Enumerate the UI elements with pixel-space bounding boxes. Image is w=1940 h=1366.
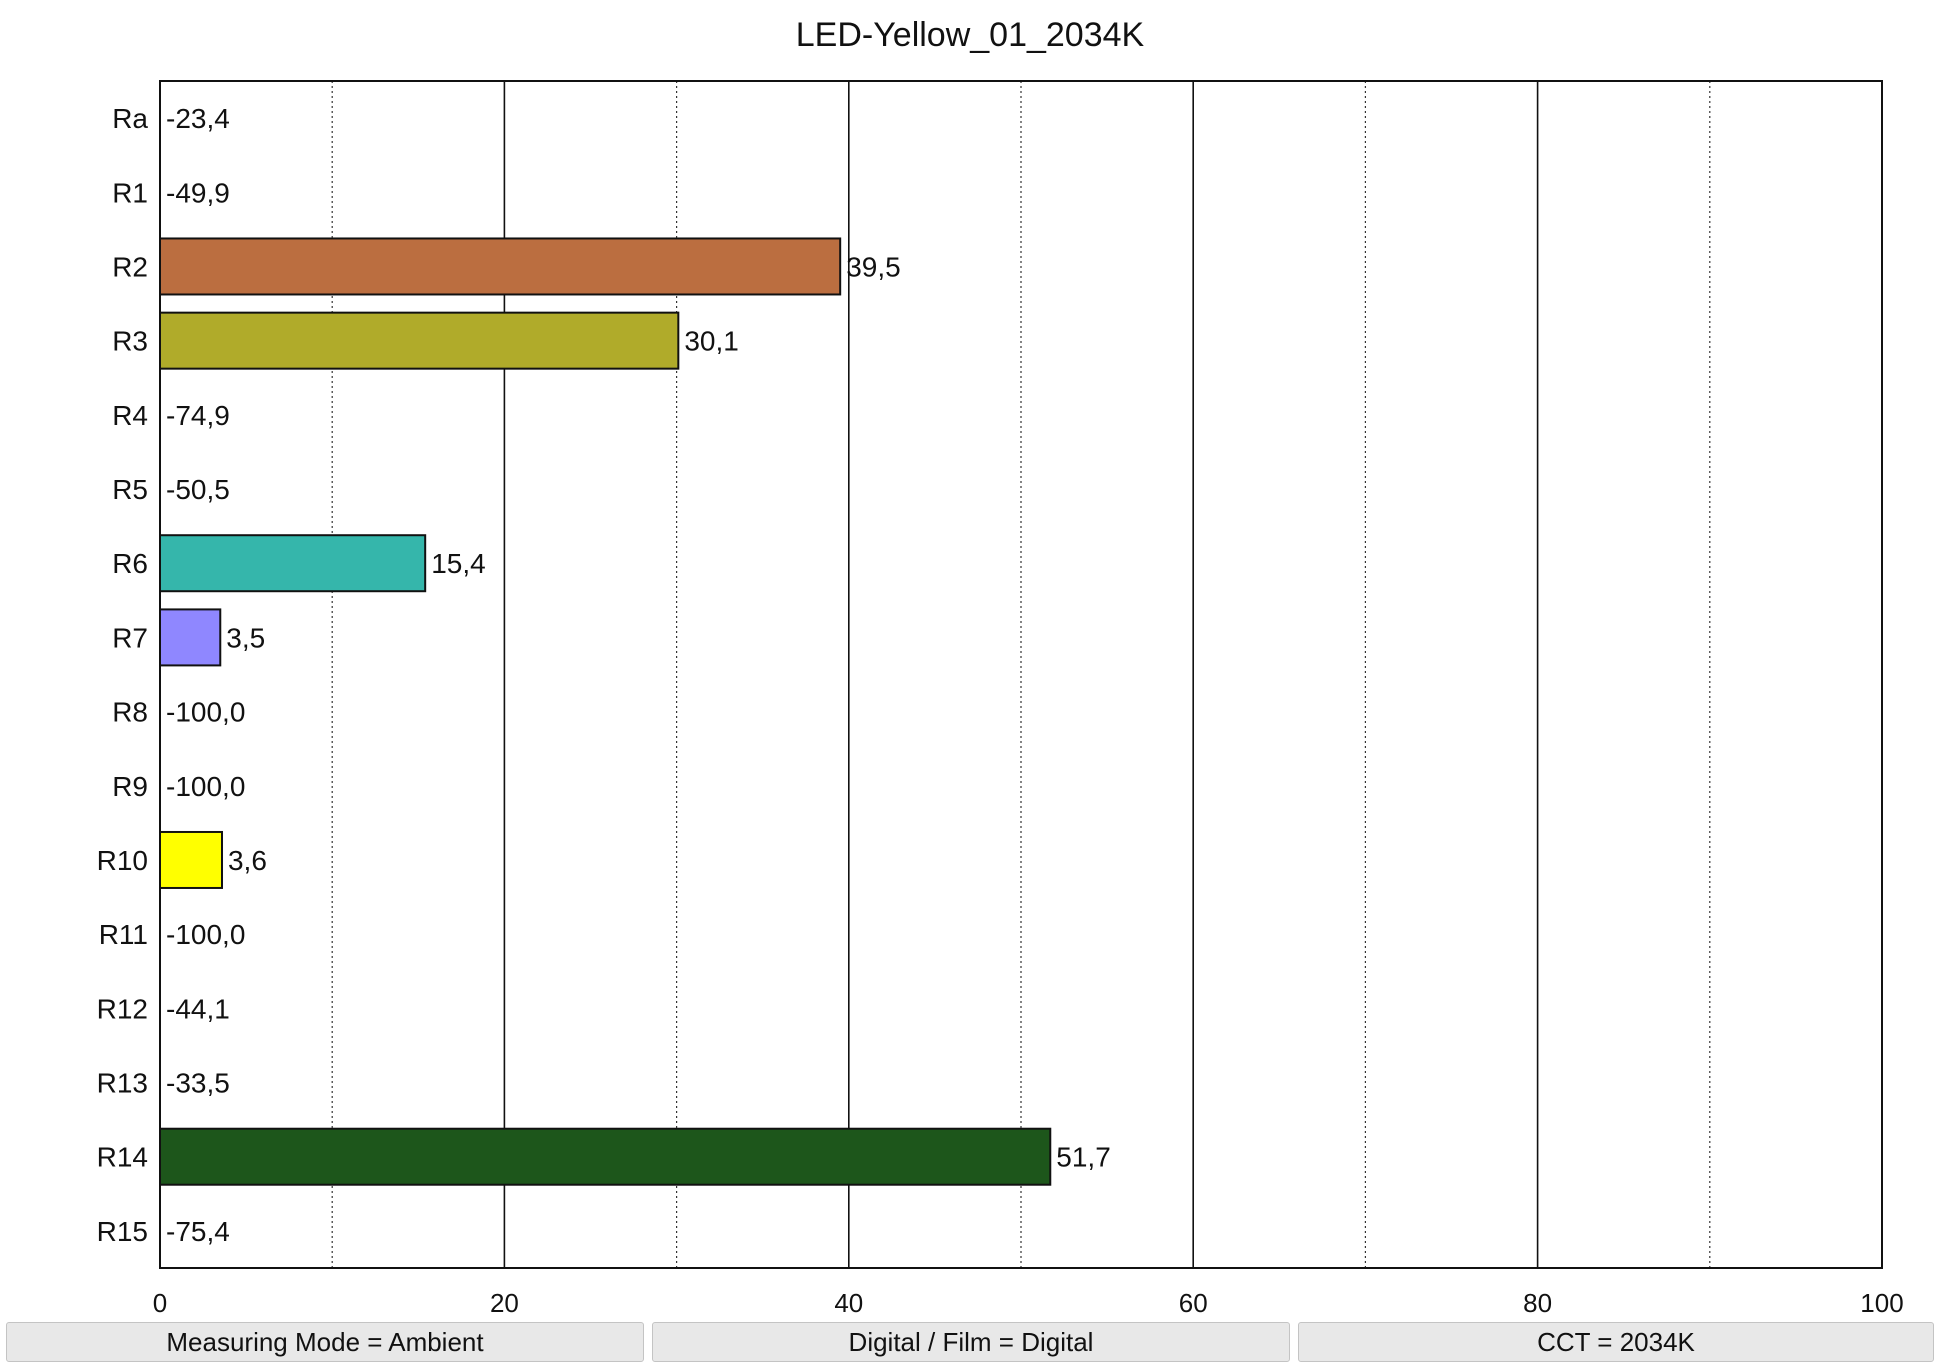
bar-value-label: -75,4: [166, 1216, 230, 1247]
category-label: R5: [112, 474, 148, 505]
cct-status: CCT = 2034K: [1298, 1322, 1934, 1362]
bar-value-label: 39,5: [846, 251, 901, 282]
x-tick-label: 60: [1179, 1288, 1208, 1318]
bar-value-label: 51,7: [1056, 1142, 1111, 1173]
measuring-mode-status: Measuring Mode = Ambient: [6, 1322, 644, 1362]
bar-value-label: -49,9: [166, 177, 230, 208]
bar-r10: [159, 830, 223, 889]
category-label: R9: [112, 771, 148, 802]
category-label: R15: [97, 1216, 148, 1247]
bar-r6: [159, 534, 427, 593]
category-label: R11: [99, 919, 148, 950]
x-tick-label: 0: [153, 1288, 167, 1318]
category-label: R4: [112, 400, 148, 431]
category-label: R3: [112, 326, 148, 357]
category-label: R14: [97, 1142, 148, 1173]
bar-r2: [159, 237, 842, 296]
bar-value-label: -50,5: [166, 474, 230, 505]
x-tick-label: 40: [834, 1288, 863, 1318]
bar-r3: [159, 311, 680, 370]
category-label: R6: [112, 548, 148, 579]
bar-value-label: 15,4: [431, 548, 486, 579]
category-label: R10: [97, 845, 148, 876]
status-bar: Measuring Mode = Ambient Digital / Film …: [0, 1318, 1940, 1366]
category-label: R8: [112, 697, 148, 728]
bar-value-label: -23,4: [166, 103, 230, 134]
digital-film-status: Digital / Film = Digital: [652, 1322, 1290, 1362]
category-label: R2: [112, 251, 148, 282]
bar-value-label: -44,1: [166, 993, 230, 1024]
bar-value-label: -100,0: [166, 697, 245, 728]
bar-value-label: -74,9: [166, 400, 230, 431]
category-label: R13: [97, 1068, 148, 1099]
bar-chart: -23,4 Ra -49,9 R1 39,5 R2 30,1 R3 -74,9 R4 -50,5 R5…: [97, 80, 1904, 1318]
x-tick-label: 80: [1523, 1288, 1552, 1318]
category-label: R1: [112, 177, 148, 208]
x-tick-label: 100: [1860, 1288, 1903, 1318]
plot-frame: [159, 80, 1883, 1269]
bar-value-label: 30,1: [684, 326, 739, 357]
category-label: Ra: [112, 103, 148, 134]
bar-r7: [159, 608, 222, 667]
bar-r14: [159, 1127, 1052, 1186]
bar-value-label: -33,5: [166, 1068, 230, 1099]
chart-title: LED-Yellow_01_2034K: [795, 16, 1145, 54]
bar-value-label: 3,5: [226, 622, 265, 653]
bar-value-label: -100,0: [166, 771, 245, 802]
x-tick-label: 20: [490, 1288, 519, 1318]
bar-value-label: -100,0: [166, 919, 245, 950]
category-label: R7: [112, 622, 148, 653]
bar-value-label: 3,6: [228, 845, 267, 876]
category-label: R12: [97, 993, 148, 1024]
